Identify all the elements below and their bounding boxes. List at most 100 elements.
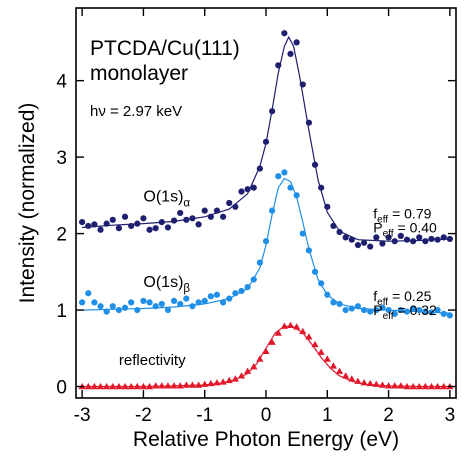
data-point-series-0 [213, 207, 221, 214]
data-point-series-0 [219, 213, 227, 220]
data-point-series-0 [79, 219, 86, 226]
data-point-series-2 [256, 355, 264, 362]
data-point-series-1 [324, 291, 331, 298]
data-point-series-1 [403, 308, 411, 315]
param-value: = 0.40 [398, 219, 438, 235]
param-subscript: eff [383, 311, 394, 322]
data-point-series-2 [133, 382, 141, 390]
y-tick-label: 1 [56, 301, 67, 322]
param-symbol: P [373, 219, 382, 235]
x-tick-label: 0 [261, 405, 272, 426]
data-point-series-2 [323, 355, 331, 362]
param-subscript: eff [383, 228, 394, 239]
param-value: = 0.25 [392, 288, 432, 304]
data-point-series-2 [96, 382, 105, 390]
data-point-series-1 [311, 268, 319, 275]
data-point-series-0 [342, 234, 349, 241]
data-point-series-1 [318, 280, 325, 287]
fit-parameter: Peff = 0.40 [373, 219, 437, 239]
data-point-series-0 [256, 165, 263, 172]
data-point-series-1 [115, 306, 123, 314]
data-point-series-0 [360, 239, 368, 246]
data-point-series-1 [164, 306, 172, 314]
data-point-series-2 [145, 382, 154, 390]
data-point-series-0 [121, 213, 129, 220]
data-point-series-1 [422, 308, 429, 315]
data-point-series-2 [286, 321, 295, 329]
param-subscript: eff [377, 214, 388, 225]
data-point-series-1 [201, 297, 208, 304]
data-point-series-2 [280, 322, 288, 329]
data-point-series-2 [231, 375, 239, 382]
data-point-series-0 [397, 232, 404, 239]
data-point-series-2 [293, 323, 301, 330]
data-point-series-2 [158, 382, 166, 389]
data-point-series-2 [274, 329, 282, 336]
data-point-series-1 [256, 259, 263, 266]
data-point-series-1 [336, 300, 343, 308]
data-point-series-2 [268, 338, 276, 345]
data-point-series-1 [140, 297, 147, 304]
data-point-series-2 [115, 382, 123, 390]
series-label-main: O(1s) [143, 188, 183, 205]
data-point-series-2 [421, 382, 429, 390]
data-point-series-0 [281, 30, 288, 37]
fit-parameter: feff = 0.79 [373, 205, 431, 225]
data-point-series-2 [378, 381, 387, 388]
data-point-series-1 [146, 299, 153, 306]
param-symbol: f [373, 288, 377, 304]
data-point-series-0 [311, 161, 319, 168]
data-point-series-2 [427, 382, 436, 390]
data-point-series-2 [219, 378, 227, 385]
data-point-series-1 [360, 306, 368, 314]
data-point-series-0 [367, 243, 374, 250]
data-point-series-1 [446, 312, 453, 319]
data-point-series-2 [262, 347, 270, 355]
data-point-series-2 [415, 382, 423, 390]
y-tick-label: 0 [56, 378, 67, 399]
data-point-series-0 [299, 81, 306, 88]
data-point-series-0 [177, 209, 184, 217]
data-point-series-1 [367, 308, 374, 315]
data-point-series-1 [121, 304, 129, 311]
data-point-series-2 [103, 382, 111, 390]
data-point-series-1 [232, 290, 239, 297]
data-point-series-2 [182, 381, 190, 388]
data-point-series-1 [109, 303, 116, 310]
data-point-series-1 [189, 303, 196, 310]
data-point-series-1 [342, 306, 349, 314]
data-point-series-1 [391, 310, 398, 317]
data-point-series-2 [121, 382, 129, 390]
data-point-series-2 [170, 382, 178, 389]
data-point-series-0 [434, 236, 441, 243]
data-point-series-0 [440, 234, 447, 241]
data-point-series-1 [379, 304, 386, 311]
axis-ticks: -3 -2 -1 0 1 2 3 0 1 2 3 4 [56, 8, 456, 426]
data-point-series-2 [342, 372, 350, 379]
series-label-sub: β [183, 283, 190, 295]
data-point-series-1 [177, 300, 184, 308]
data-point-series-2 [317, 348, 325, 355]
data-point-series-0 [287, 50, 294, 57]
data-point-series-2 [152, 382, 160, 389]
series-label-sub: α [183, 197, 190, 209]
x-axis-title: Relative Photon Energy (eV) [133, 428, 399, 451]
data-point-series-1 [354, 303, 362, 310]
param-value: = 0.32 [398, 302, 438, 318]
data-point-series-2 [164, 382, 172, 389]
data-point-series-1 [275, 173, 282, 180]
data-point-series-1 [262, 238, 270, 245]
data-point-series-0 [428, 235, 435, 243]
data-point-series-2 [109, 382, 117, 390]
data-point-series-0 [170, 217, 178, 224]
data-point-series-0 [250, 184, 257, 191]
data-point-series-0 [97, 226, 104, 233]
data-point-series-0 [348, 236, 355, 243]
data-point-series-2 [366, 379, 374, 387]
series-label-main: reflectivity [119, 352, 186, 369]
data-point-series-1 [195, 299, 202, 306]
y-tick-label: 2 [56, 225, 67, 246]
data-point-series-1 [79, 299, 86, 306]
